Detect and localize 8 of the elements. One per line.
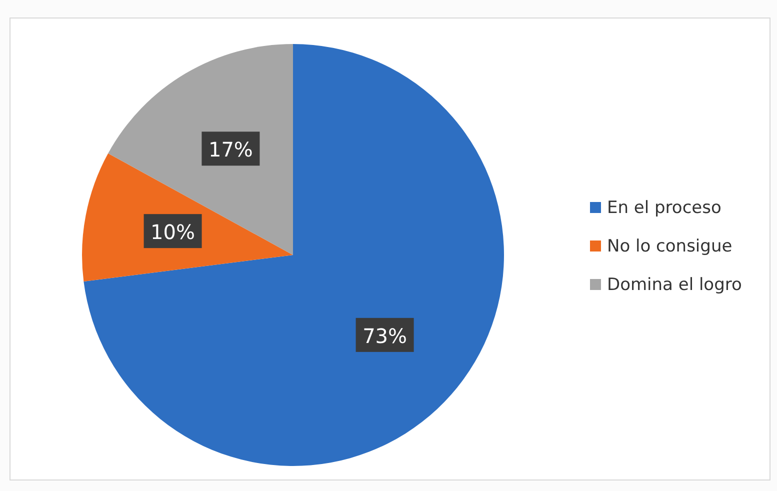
data-label: 17% (208, 138, 253, 162)
pie-slice (108, 44, 293, 255)
legend-label: Domina el logro (607, 275, 742, 295)
legend-label: En el proceso (607, 198, 722, 218)
data-label: 73% (362, 324, 408, 348)
data-label: 10% (150, 220, 196, 244)
legend-label: No lo consigue (607, 236, 732, 256)
pie-slice (84, 44, 504, 466)
